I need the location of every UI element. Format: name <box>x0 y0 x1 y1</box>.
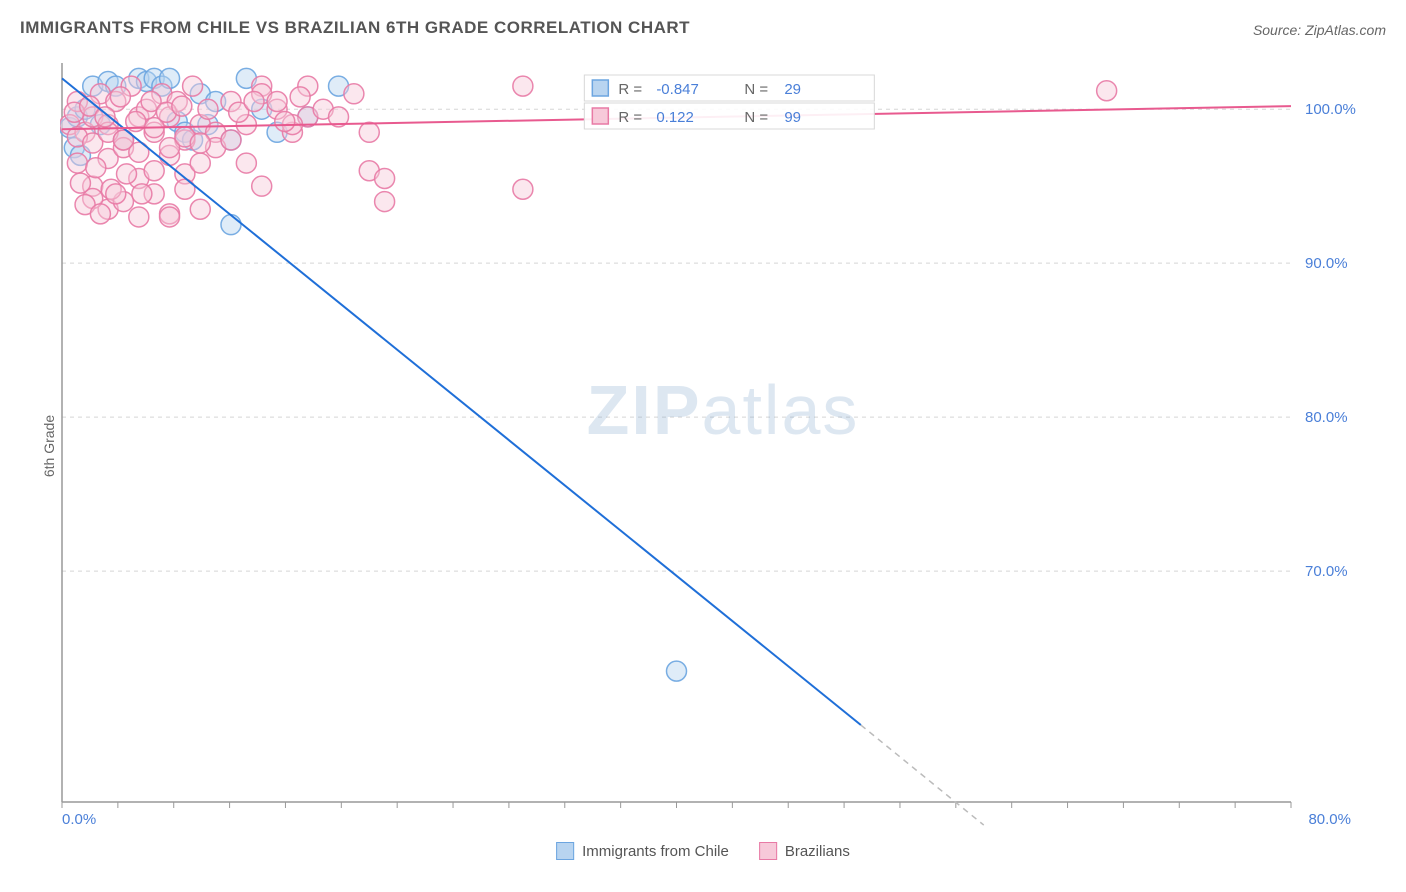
data-point <box>198 99 218 119</box>
data-point <box>132 184 152 204</box>
data-point <box>221 215 241 235</box>
data-point <box>172 96 192 116</box>
data-point <box>70 173 90 193</box>
data-point <box>252 176 272 196</box>
y-tick-label: 80.0% <box>1305 409 1348 426</box>
data-point <box>359 122 379 142</box>
stats-r-value: -0.847 <box>656 81 699 98</box>
data-point <box>344 84 364 104</box>
chart-container: IMMIGRANTS FROM CHILE VS BRAZILIAN 6TH G… <box>0 0 1406 892</box>
scatter-svg: 70.0% 80.0% 90.0% 100.0% 0.0% 80.0% R = -0.847 N… <box>60 55 1386 827</box>
data-point <box>95 107 115 127</box>
stats-n-value: 99 <box>784 109 801 126</box>
stats-r-label: R = <box>618 81 642 98</box>
stats-swatch <box>592 108 608 124</box>
stats-r-label: R = <box>618 109 642 126</box>
x-tick-label: 80.0% <box>1308 811 1351 827</box>
y-axis-label: 6th Grade <box>41 415 57 477</box>
data-point <box>183 76 203 96</box>
legend-item: Immigrants from Chile <box>556 842 729 860</box>
data-point <box>160 207 180 227</box>
legend-swatch <box>759 842 777 860</box>
data-point <box>513 179 533 199</box>
legend-bottom: Immigrants from Chile Brazilians <box>556 842 850 860</box>
source-attribution: Source: ZipAtlas.com <box>1253 22 1386 38</box>
legend-label: Immigrants from Chile <box>582 843 729 860</box>
data-point <box>244 91 264 111</box>
data-point <box>144 161 164 181</box>
data-point <box>67 153 87 173</box>
stats-n-label: N = <box>744 109 768 126</box>
data-point <box>110 87 130 107</box>
data-point <box>267 91 287 111</box>
data-point <box>90 204 110 224</box>
data-point <box>175 179 195 199</box>
data-point <box>190 153 210 173</box>
trend-line <box>62 78 861 725</box>
data-point <box>290 87 310 107</box>
x-tick-label: 0.0% <box>62 811 96 827</box>
stats-r-value: 0.122 <box>656 109 694 126</box>
data-point <box>106 184 126 204</box>
stats-n-label: N = <box>744 81 768 98</box>
y-tick-label: 70.0% <box>1305 563 1348 580</box>
data-point <box>190 133 210 153</box>
data-point <box>1097 81 1117 101</box>
stats-box-group: R = -0.847 N = 29 R = 0.122 N = 99 <box>584 75 874 129</box>
data-point <box>221 130 241 150</box>
data-point <box>236 153 256 173</box>
y-tick-label: 100.0% <box>1305 101 1356 118</box>
legend-item: Brazilians <box>759 842 850 860</box>
legend-swatch <box>556 842 574 860</box>
legend-label: Brazilians <box>785 843 850 860</box>
data-point <box>667 661 687 681</box>
data-point <box>190 199 210 219</box>
data-point <box>513 76 533 96</box>
data-point <box>129 207 149 227</box>
data-point <box>117 164 137 184</box>
trend-line-extrapolated <box>861 725 984 825</box>
data-point <box>375 192 395 212</box>
plot-area: 70.0% 80.0% 90.0% 100.0% 0.0% 80.0% R = -0.847 N… <box>60 55 1386 827</box>
data-point <box>275 112 295 132</box>
data-point <box>375 168 395 188</box>
y-tick-label: 90.0% <box>1305 255 1348 272</box>
stats-swatch <box>592 80 608 96</box>
chart-title: IMMIGRANTS FROM CHILE VS BRAZILIAN 6TH G… <box>20 18 690 38</box>
data-point <box>86 158 106 178</box>
stats-n-value: 29 <box>784 81 801 98</box>
